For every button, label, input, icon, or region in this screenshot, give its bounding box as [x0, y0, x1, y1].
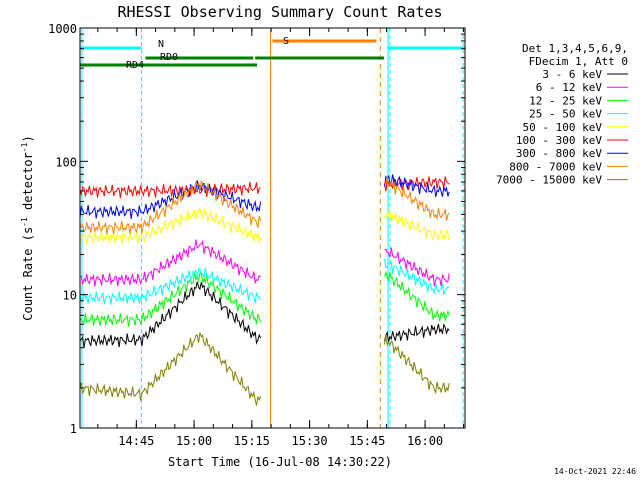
x-tick-label: 15:15 — [234, 434, 270, 448]
legend-entry-label: 800 - 7000 keV — [509, 160, 602, 173]
x-tick-label: 15:45 — [349, 434, 385, 448]
flag-label-rd0: RD0 — [160, 52, 178, 63]
legend-header-2: FDecim 1, Att 0 — [529, 55, 628, 68]
series-line — [79, 174, 450, 219]
series-layer — [79, 174, 450, 406]
x-tick-label: 14:45 — [118, 434, 154, 448]
legend-entry-label: 25 - 50 keV — [529, 108, 602, 121]
y-axis-label-main: Count Rate (s — [21, 227, 35, 321]
y-axis-label-close: ) — [21, 135, 35, 142]
x-tick-label: 15:00 — [176, 434, 212, 448]
x-tick-label: 16:00 — [407, 434, 443, 448]
series-line — [79, 176, 450, 235]
legend-entry-label: 12 - 25 keV — [529, 94, 602, 107]
flag-and-boundary-layer: N RD0 RD4 S — [80, 28, 465, 428]
series-line — [79, 258, 450, 305]
x-tick-label: 15:30 — [292, 434, 328, 448]
legend-entry-label: 6 - 12 keV — [536, 81, 603, 94]
legend-entry-label: 300 - 800 keV — [516, 147, 602, 160]
series-line — [79, 281, 450, 349]
flag-label-rd4: RD4 — [126, 60, 144, 71]
x-axis-label: Start Time (16-Jul-08 14:30:22) — [168, 455, 392, 469]
y-tick-label: 10 — [63, 289, 77, 303]
y-axis-label-exp1: -1 — [20, 217, 29, 227]
legend-entry-label: 100 - 300 keV — [516, 134, 602, 147]
series-line — [79, 270, 450, 327]
legend-entry-label: 3 - 6 keV — [542, 68, 602, 81]
series-line — [79, 176, 450, 199]
flag-label-n: N — [158, 39, 164, 50]
legend-entry-label: 50 - 100 keV — [523, 121, 603, 134]
y-axis-label-detector: detector — [21, 152, 35, 217]
flag-label-s: S — [283, 36, 289, 47]
chart-title: RHESSI Observing Summary Count Rates — [117, 3, 442, 21]
y-axis-label: Count Rate (s-1 detector-1) — [20, 135, 35, 320]
y-tick-label: 1000 — [48, 22, 77, 36]
y-tick-label: 100 — [55, 155, 77, 169]
series-line — [79, 239, 450, 287]
series-line — [79, 207, 450, 245]
plot-frame — [79, 27, 466, 429]
y-tick-label: 1 — [70, 422, 77, 436]
legend-entry-label: 7000 - 15000 keV — [496, 174, 602, 187]
legend-header-1: Det 1,3,4,5,6,9, — [522, 42, 628, 55]
legend: Det 1,3,4,5,6,9, FDecim 1, Att 0 3 - 6 k… — [496, 42, 628, 187]
timestamp: 14-Oct-2021 22:46 — [554, 467, 636, 476]
tick-layer: 1 10 100 1000 14:45 15:00 15:15 15:30 15:45 16:00 — [48, 22, 465, 448]
y-axis-label-exp2: -1 — [20, 142, 29, 152]
series-line — [79, 332, 450, 406]
